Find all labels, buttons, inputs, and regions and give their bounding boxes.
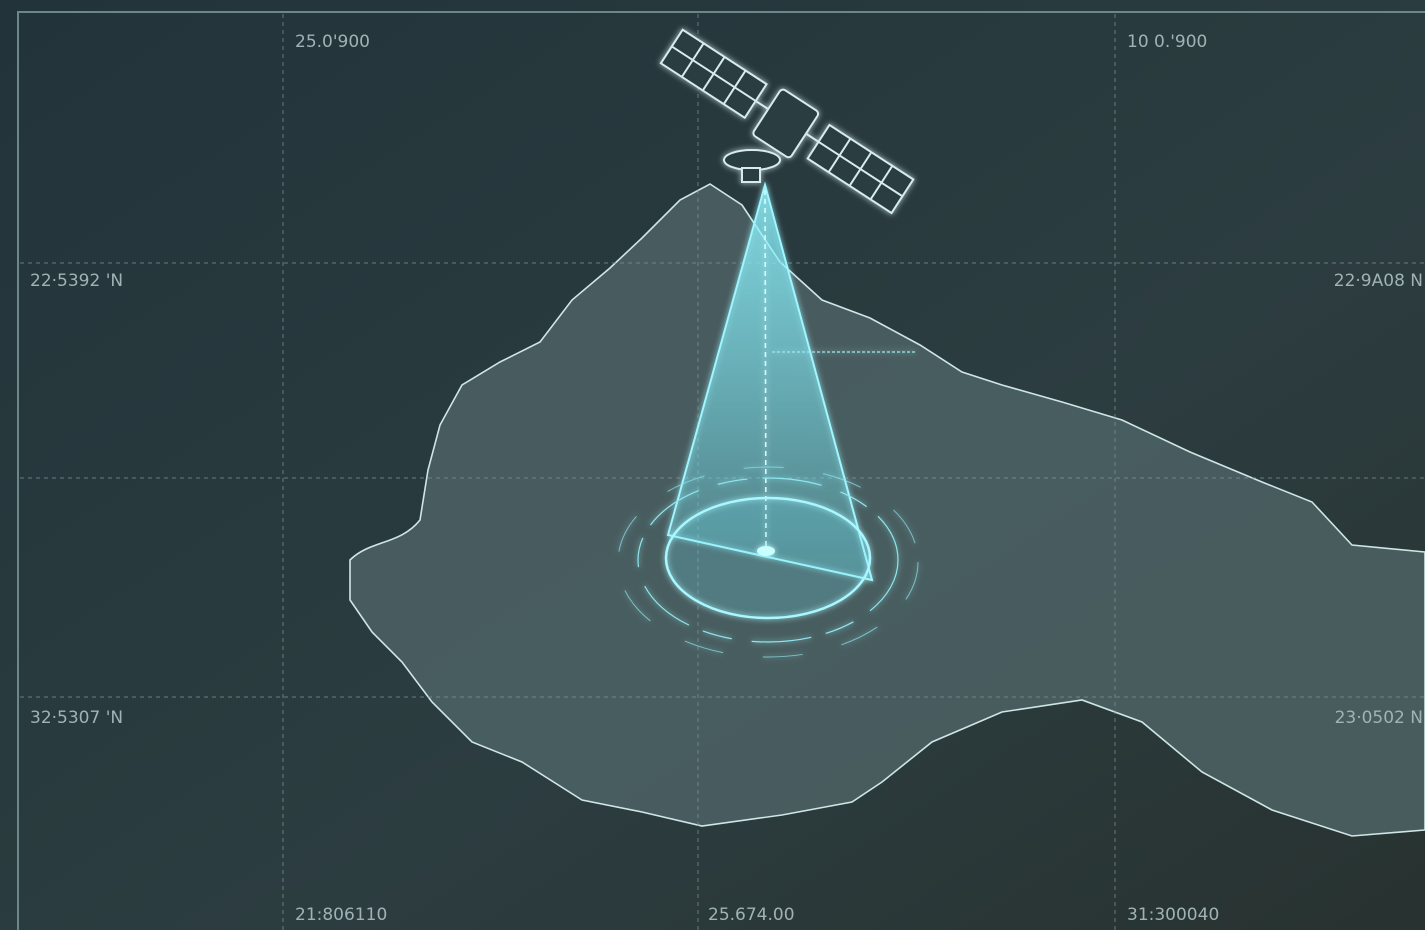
map: 25.0'900 10 0.'900 22·5392 'N 32·5307 'N… <box>0 0 1425 930</box>
left-label: 22·5392 'N <box>30 271 123 291</box>
page: {"grid_labels": { "top": ["25.0'900", "1… <box>0 0 1425 930</box>
target-point <box>757 546 775 556</box>
right-label: 23·0502 N <box>1335 708 1423 728</box>
bottom-label: 21:806110 <box>295 905 387 925</box>
bottom-label: 25.674.00 <box>708 905 795 925</box>
bottom-label: 31:300040 <box>1127 905 1219 925</box>
top-label: 10 0.'900 <box>1127 32 1207 52</box>
right-label: 22·9A08 N <box>1334 271 1423 291</box>
footprint <box>666 498 870 618</box>
top-label: 25.0'900 <box>295 32 370 52</box>
left-label: 32·5307 'N <box>30 708 123 728</box>
antenna-feed <box>742 168 760 182</box>
